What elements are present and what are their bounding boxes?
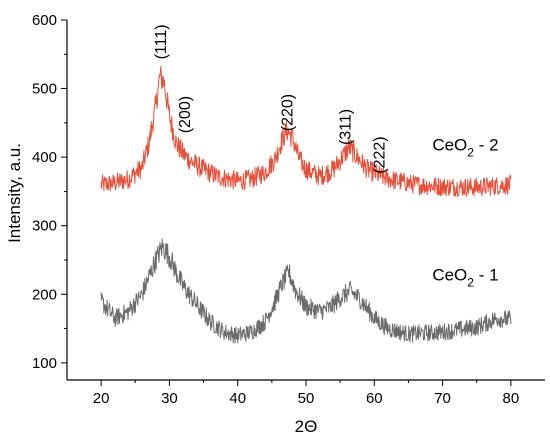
series-layer (100, 65, 512, 344)
series-label-base: CeO (432, 266, 467, 285)
x-tick-label: 70 (434, 390, 451, 407)
y-tick-label: 500 (32, 81, 57, 98)
x-tick-label: 50 (298, 390, 315, 407)
x-tick-label: 40 (229, 390, 246, 407)
y-axis-label: Intensity, a.u. (5, 143, 24, 243)
ticks-layer: 20 30 40 50 60 70 80 100 200 300 400 500 600 (32, 12, 519, 407)
x-tick-label: 80 (503, 390, 520, 407)
y-tick-label: 300 (32, 218, 57, 235)
peak-label: (311) (337, 109, 354, 145)
series-label-subscript: 2 (467, 276, 474, 290)
x-axis-label: 2Θ (295, 417, 318, 436)
y-tick-label: 200 (32, 286, 57, 303)
peak-label: (200) (177, 96, 194, 133)
series-label-2: CeO2 - 1 (432, 266, 498, 290)
series-label-suffix: - 2 (474, 135, 499, 154)
peak-label: (222) (372, 136, 389, 173)
peak-label: (111) (153, 24, 170, 59)
x-tick-label: 30 (161, 390, 178, 407)
series-label-subscript: 2 (467, 145, 474, 159)
x-tick-label: 60 (366, 390, 383, 407)
series-label-1: CeO2 - 2 (432, 135, 498, 159)
x-tick-label: 20 (93, 390, 110, 407)
peak-label: (220) (279, 94, 296, 131)
y-tick-label: 600 (32, 12, 57, 29)
series-label-suffix: - 1 (474, 266, 499, 285)
series-label-base: CeO (432, 135, 467, 154)
y-tick-label: 100 (32, 355, 57, 372)
y-tick-label: 400 (32, 149, 57, 166)
series-line-2 (100, 238, 512, 344)
series-line-1 (100, 65, 512, 197)
